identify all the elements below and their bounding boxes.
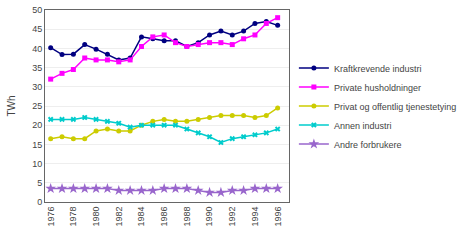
svg-text:0: 0 xyxy=(37,197,42,207)
svg-text:1984: 1984 xyxy=(136,207,146,227)
svg-text:1992: 1992 xyxy=(227,207,237,227)
svg-text:Annen industri: Annen industri xyxy=(334,121,392,131)
svg-text:1980: 1980 xyxy=(91,207,101,227)
svg-text:1982: 1982 xyxy=(114,207,124,227)
svg-text:1996: 1996 xyxy=(273,207,283,227)
svg-text:25: 25 xyxy=(32,101,42,111)
svg-text:45: 45 xyxy=(32,24,42,34)
svg-text:10: 10 xyxy=(32,159,42,169)
svg-text:1978: 1978 xyxy=(68,207,78,227)
svg-text:1988: 1988 xyxy=(182,207,192,227)
svg-text:Privat og offentlig tjenestety: Privat og offentlig tjenestetying xyxy=(334,102,456,112)
svg-text:15: 15 xyxy=(32,140,42,150)
svg-text:1986: 1986 xyxy=(159,207,169,227)
svg-text:Private husholdninger: Private husholdninger xyxy=(334,83,421,93)
svg-text:20: 20 xyxy=(32,120,42,130)
svg-text:TWh: TWh xyxy=(6,95,17,116)
svg-text:5: 5 xyxy=(37,178,42,188)
svg-text:1976: 1976 xyxy=(46,207,56,227)
svg-text:40: 40 xyxy=(32,44,42,54)
svg-text:1994: 1994 xyxy=(250,207,260,227)
svg-text:Kraftkrevende industri: Kraftkrevende industri xyxy=(334,64,422,74)
svg-text:35: 35 xyxy=(32,63,42,73)
svg-text:Andre forbrukere: Andre forbrukere xyxy=(334,140,402,150)
svg-text:50: 50 xyxy=(32,5,42,15)
svg-text:30: 30 xyxy=(32,82,42,92)
svg-text:1990: 1990 xyxy=(204,207,214,227)
